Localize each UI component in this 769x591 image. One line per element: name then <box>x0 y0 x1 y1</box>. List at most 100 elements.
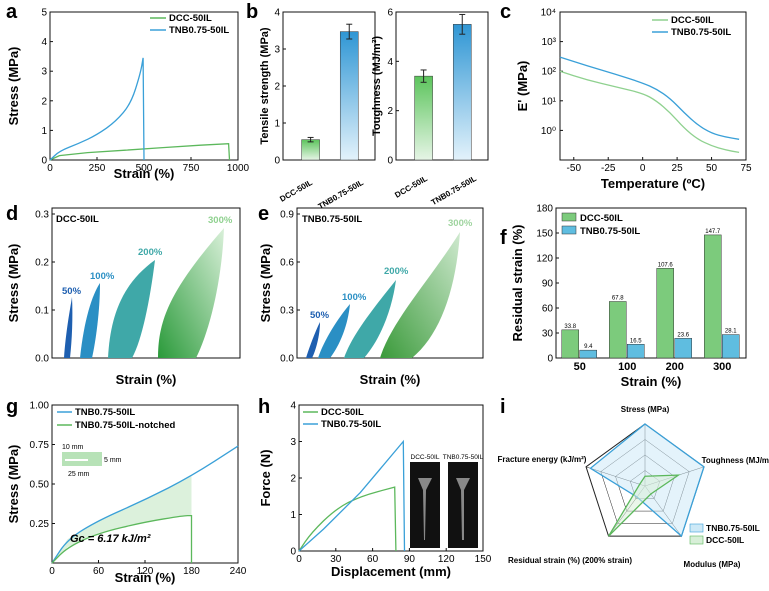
series-line-tnb-c <box>559 56 740 140</box>
b1-ytick-label: 2 <box>274 82 280 93</box>
bar-value-label: 28.1 <box>725 329 737 335</box>
radar-series-DCC-50IL <box>607 474 681 537</box>
legend-label-notched-g: TNB0.75-50IL-notched <box>75 420 175 431</box>
c-xtick-label: 25 <box>672 163 684 174</box>
h-xtick-label: 30 <box>330 554 342 565</box>
radar-axis-toughness: Toughness (MJ/m³) <box>702 456 769 465</box>
axis-ticks-f: 0 30 60 90 120 150 180 <box>536 204 559 365</box>
axis-ticks-h: 0 30 60 90 120 150 0 1 2 3 4 <box>290 401 491 566</box>
series-line-dcc <box>49 143 231 161</box>
panel-label-c: c <box>500 1 511 23</box>
bar-TNB0.75-50IL-300 <box>722 334 740 359</box>
f-xtick-label: 100 <box>618 361 636 373</box>
panel-label-h: h <box>258 396 270 418</box>
specimen-tnb <box>456 478 470 540</box>
bar-DCC-50IL-50 <box>561 329 579 359</box>
a-xtick-label: 750 <box>183 163 200 174</box>
loop-e-200 <box>344 280 396 358</box>
e-ytick-label: 0.6 <box>280 258 294 269</box>
e-ytick-label: 0.9 <box>280 210 294 221</box>
bar-DCC-50IL <box>414 75 433 161</box>
c-xtick-label: 75 <box>740 163 752 174</box>
legend-swatch-tnb-f <box>561 225 577 235</box>
c-xtick-label: 0 <box>640 163 646 174</box>
bar-value-label: 16.5 <box>630 338 642 344</box>
bar-value-label: 33.8 <box>564 324 576 330</box>
a-xtick-label: 0 <box>47 163 53 174</box>
f-ytick-label: 60 <box>542 304 554 315</box>
bar-DCC-50IL-200 <box>656 268 674 359</box>
axis-ticks-b: 0 1 2 3 4 0 2 4 6 <box>274 8 399 167</box>
a-xtick-label: 250 <box>89 163 106 174</box>
panel-g: g 0 60 120 180 240 0.25 0.50 0.75 1.00 TNB0.75-5… <box>6 396 247 585</box>
panel-d: d DCC-50IL 0.0 0.1 0.2 0.3 50% 100% 200% 30… <box>6 203 241 387</box>
h-xtick-label: 120 <box>438 554 455 565</box>
y-axis-label-c: E' (MPa) <box>515 61 530 112</box>
b2-ytick-label: 2 <box>387 106 393 117</box>
bar-DCC-50IL <box>301 139 320 161</box>
x-axis-label-d: Strain (%) <box>116 372 177 387</box>
bar-TNB0.75-50IL-200 <box>674 338 692 359</box>
b2-ytick-label: 6 <box>387 8 393 19</box>
y-axis-label-d: Stress (MPa) <box>6 244 21 323</box>
loop-label-e-100: 100% <box>342 292 367 303</box>
axes-frame-b2 <box>395 11 489 161</box>
h-ytick-label: 4 <box>290 401 296 412</box>
legend-label-tnb-g: TNB0.75-50IL <box>75 407 135 418</box>
loop-e-100 <box>318 304 350 358</box>
b2-ytick-label: 4 <box>387 57 393 68</box>
a-ytick-label: 0 <box>41 156 47 167</box>
series-line-tnb-g <box>51 445 239 564</box>
a-ytick-label: 5 <box>41 8 47 19</box>
loop-label-d-300: 300% <box>208 215 233 226</box>
series-line-dcc-c <box>559 70 740 154</box>
loop-label-d-50: 50% <box>62 286 82 297</box>
f-xtick-label: 200 <box>666 361 684 373</box>
series-line-notched-g <box>51 514 193 564</box>
panel-label-f: f <box>500 227 507 249</box>
x-axis-label-c: Temperature (ºC) <box>601 176 705 191</box>
notched-area-fill <box>52 476 192 563</box>
loop-e-50 <box>306 322 320 358</box>
h-ytick-label: 0 <box>290 547 296 558</box>
legend-swatch-dcc-i <box>689 535 704 545</box>
g-ytick-label: 1.00 <box>30 401 50 412</box>
h-ytick-label: 1 <box>290 510 296 521</box>
axes-frame-c <box>559 11 747 161</box>
b1-ytick-label: 3 <box>274 45 280 56</box>
loop-label-d-200: 200% <box>138 247 163 258</box>
c-ytick-label: 10⁴ <box>541 8 556 19</box>
a-xtick-label: 1000 <box>227 163 250 174</box>
axis-ticks-e: 0.0 0.3 0.6 0.9 <box>280 210 300 365</box>
x-axis-label-a: Strain (%) <box>114 166 175 181</box>
bar-TNB0.75-50IL-50 <box>579 349 597 359</box>
legend-swatch-dcc-f <box>561 212 577 222</box>
legend-label-dcc-h: DCC-50IL <box>321 407 364 418</box>
bar-DCC-50IL-100 <box>609 301 627 359</box>
x-tick-b1-dcc: DCC-50IL <box>278 178 314 204</box>
x-tick-b2-tnb: TNB0.75-50IL <box>430 174 478 207</box>
loop-d-300 <box>158 228 224 358</box>
f-ytick-label: 150 <box>536 229 553 240</box>
c-xtick-label: 50 <box>706 163 718 174</box>
f-ytick-label: 90 <box>542 279 554 290</box>
a-xtick-label: 500 <box>136 163 153 174</box>
d-ytick-label: 0.1 <box>35 306 49 317</box>
axis-ticks-d: 0.0 0.1 0.2 0.3 <box>35 210 55 365</box>
a-ytick-label: 1 <box>41 126 47 137</box>
x-axis-label-h: Displacement (mm) <box>331 564 451 579</box>
y-axis-label-h: Force (N) <box>258 449 273 506</box>
panel-label-i: i <box>500 396 506 418</box>
b2-ytick-label: 0 <box>387 156 393 167</box>
axis-ticks-c: -50 -25 0 25 50 75 10⁰ 10¹ 10² 10³ 10⁴ <box>541 8 752 175</box>
loop-label-e-50: 50% <box>310 310 330 321</box>
panel-label-e: e <box>258 203 269 225</box>
loop-e-300 <box>380 232 460 358</box>
legend-label-dcc-f: DCC-50IL <box>580 213 623 224</box>
h-ytick-label: 3 <box>290 437 296 448</box>
f-ytick-label: 180 <box>536 204 553 215</box>
radar-axis-residual: Residual strain (%) (200% strain) <box>508 556 632 565</box>
bars-tensile <box>301 23 359 161</box>
axes-frame-b1 <box>282 11 376 161</box>
